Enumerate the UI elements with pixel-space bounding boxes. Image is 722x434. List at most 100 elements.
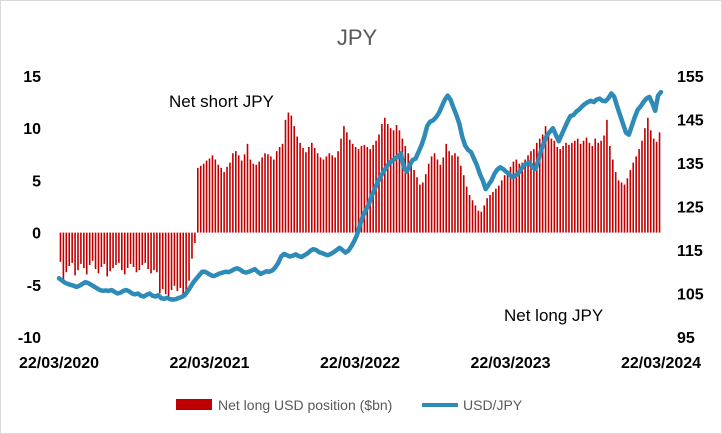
bar (527, 155, 529, 233)
bar (460, 165, 462, 233)
bar (275, 151, 278, 233)
x-tick-label: 22/03/2023 (470, 355, 550, 372)
bar (191, 232, 193, 259)
bar (68, 232, 71, 267)
bar (427, 163, 430, 233)
y-left-tick-label: 15 (23, 69, 41, 86)
bar (302, 148, 304, 233)
bar (553, 140, 556, 233)
bar (465, 186, 468, 233)
bar (220, 167, 222, 233)
bar (509, 166, 512, 233)
bar (144, 232, 147, 263)
bar (316, 153, 319, 233)
y-right-tick-label: 155 (677, 69, 704, 86)
bar (237, 155, 240, 233)
bar (392, 130, 395, 233)
bar (512, 161, 515, 233)
bar (597, 142, 599, 233)
left-axis: 15 10 5 0 -5 -10 (18, 69, 41, 347)
bar (88, 232, 91, 265)
bar (121, 232, 123, 271)
bar-series (59, 112, 661, 298)
bar (85, 232, 88, 275)
bar (354, 146, 357, 233)
bar (205, 160, 208, 233)
bar (413, 169, 415, 233)
bar (451, 155, 453, 233)
bar (416, 177, 418, 233)
bar (159, 232, 161, 294)
bar (281, 143, 284, 233)
y-right-tick-label: 135 (677, 156, 704, 173)
bar (369, 149, 372, 233)
bar (147, 232, 149, 270)
bar (579, 143, 582, 233)
x-tick-label: 22/03/2020 (19, 355, 99, 372)
bar (296, 136, 298, 233)
bar (322, 159, 325, 233)
bar (235, 151, 237, 233)
bar (617, 180, 620, 233)
bar (398, 130, 401, 233)
bar (106, 232, 109, 277)
bar (410, 161, 412, 233)
y-left-tick-label: 10 (23, 121, 41, 138)
bar (59, 232, 62, 262)
bar (208, 158, 211, 233)
bar (74, 232, 76, 276)
bar (524, 159, 526, 233)
annotation-net-long: Net long JPY (504, 306, 603, 325)
y-left-tick-label: -5 (27, 278, 41, 295)
line-series (56, 89, 664, 302)
bar (199, 165, 202, 233)
y-left-tick-label: 5 (32, 173, 41, 190)
bar (197, 167, 199, 233)
bar (287, 112, 290, 233)
bar (486, 198, 488, 233)
bar (647, 117, 649, 233)
bar (278, 146, 281, 233)
bar (240, 160, 243, 233)
bar (407, 153, 410, 233)
bar (170, 232, 173, 291)
bar (325, 156, 328, 233)
bar (252, 163, 255, 233)
bar (611, 159, 614, 233)
bar (498, 185, 500, 233)
bar (363, 144, 366, 233)
bar (226, 166, 228, 233)
bar (357, 149, 360, 233)
bar (547, 133, 550, 233)
bar (538, 138, 541, 233)
bar (123, 232, 126, 275)
bar (310, 142, 313, 233)
bar (258, 161, 260, 233)
bar (229, 162, 231, 233)
bar (468, 195, 471, 233)
bar (214, 159, 217, 233)
bar (600, 140, 602, 233)
bar (337, 151, 339, 233)
bar (173, 232, 176, 286)
bar (433, 153, 436, 233)
bar (582, 140, 585, 233)
bar (132, 232, 135, 268)
bar (565, 142, 567, 233)
legend: Net long USD position ($bn) USD/JPY (176, 397, 523, 413)
bar (518, 163, 521, 233)
usdjpy-line (56, 89, 664, 302)
bar (550, 138, 553, 233)
bar (348, 139, 351, 233)
bar (340, 138, 342, 233)
bar (270, 156, 272, 233)
bar (495, 188, 497, 233)
bar (573, 140, 576, 233)
annotation-net-short: Net short JPY (169, 92, 274, 111)
legend-line-label: USD/JPY (463, 397, 523, 413)
bar (404, 145, 407, 233)
bar (424, 174, 427, 233)
bar (246, 143, 249, 233)
